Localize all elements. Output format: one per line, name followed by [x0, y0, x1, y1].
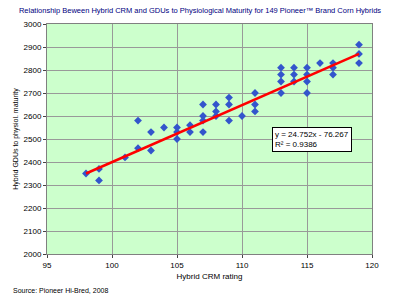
svg-text:2000: 2000 [24, 250, 42, 259]
svg-text:2800: 2800 [24, 66, 42, 75]
svg-text:105: 105 [170, 261, 184, 270]
svg-text:2200: 2200 [24, 204, 42, 213]
svg-text:y = 24.752x - 76.267R² = 0.938: y = 24.752x - 76.267R² = 0.9386 [275, 130, 349, 149]
svg-text:2600: 2600 [24, 112, 42, 121]
svg-text:2100: 2100 [24, 227, 42, 236]
svg-text:110: 110 [236, 261, 249, 270]
svg-text:120: 120 [365, 261, 379, 270]
svg-text:100: 100 [105, 261, 119, 270]
svg-text:2700: 2700 [24, 89, 42, 98]
svg-text:2400: 2400 [24, 158, 42, 167]
svg-text:95: 95 [43, 261, 52, 270]
svg-text:Hybrid CRM rating: Hybrid CRM rating [177, 272, 243, 281]
svg-text:115: 115 [301, 261, 314, 270]
svg-text:Source: Pioneer Hi-Bred, 2008: Source: Pioneer Hi-Bred, 2008 [13, 287, 108, 294]
svg-text:2500: 2500 [24, 135, 42, 144]
svg-text:2300: 2300 [24, 181, 42, 190]
svg-text:Hybrid GDUs to physiol. maturi: Hybrid GDUs to physiol. maturity [12, 88, 20, 190]
svg-text:Relationship Beween Hybrid CRM: Relationship Beween Hybrid CRM and GDUs … [19, 6, 381, 15]
svg-text:2900: 2900 [24, 43, 42, 52]
svg-text:3000: 3000 [24, 20, 42, 29]
